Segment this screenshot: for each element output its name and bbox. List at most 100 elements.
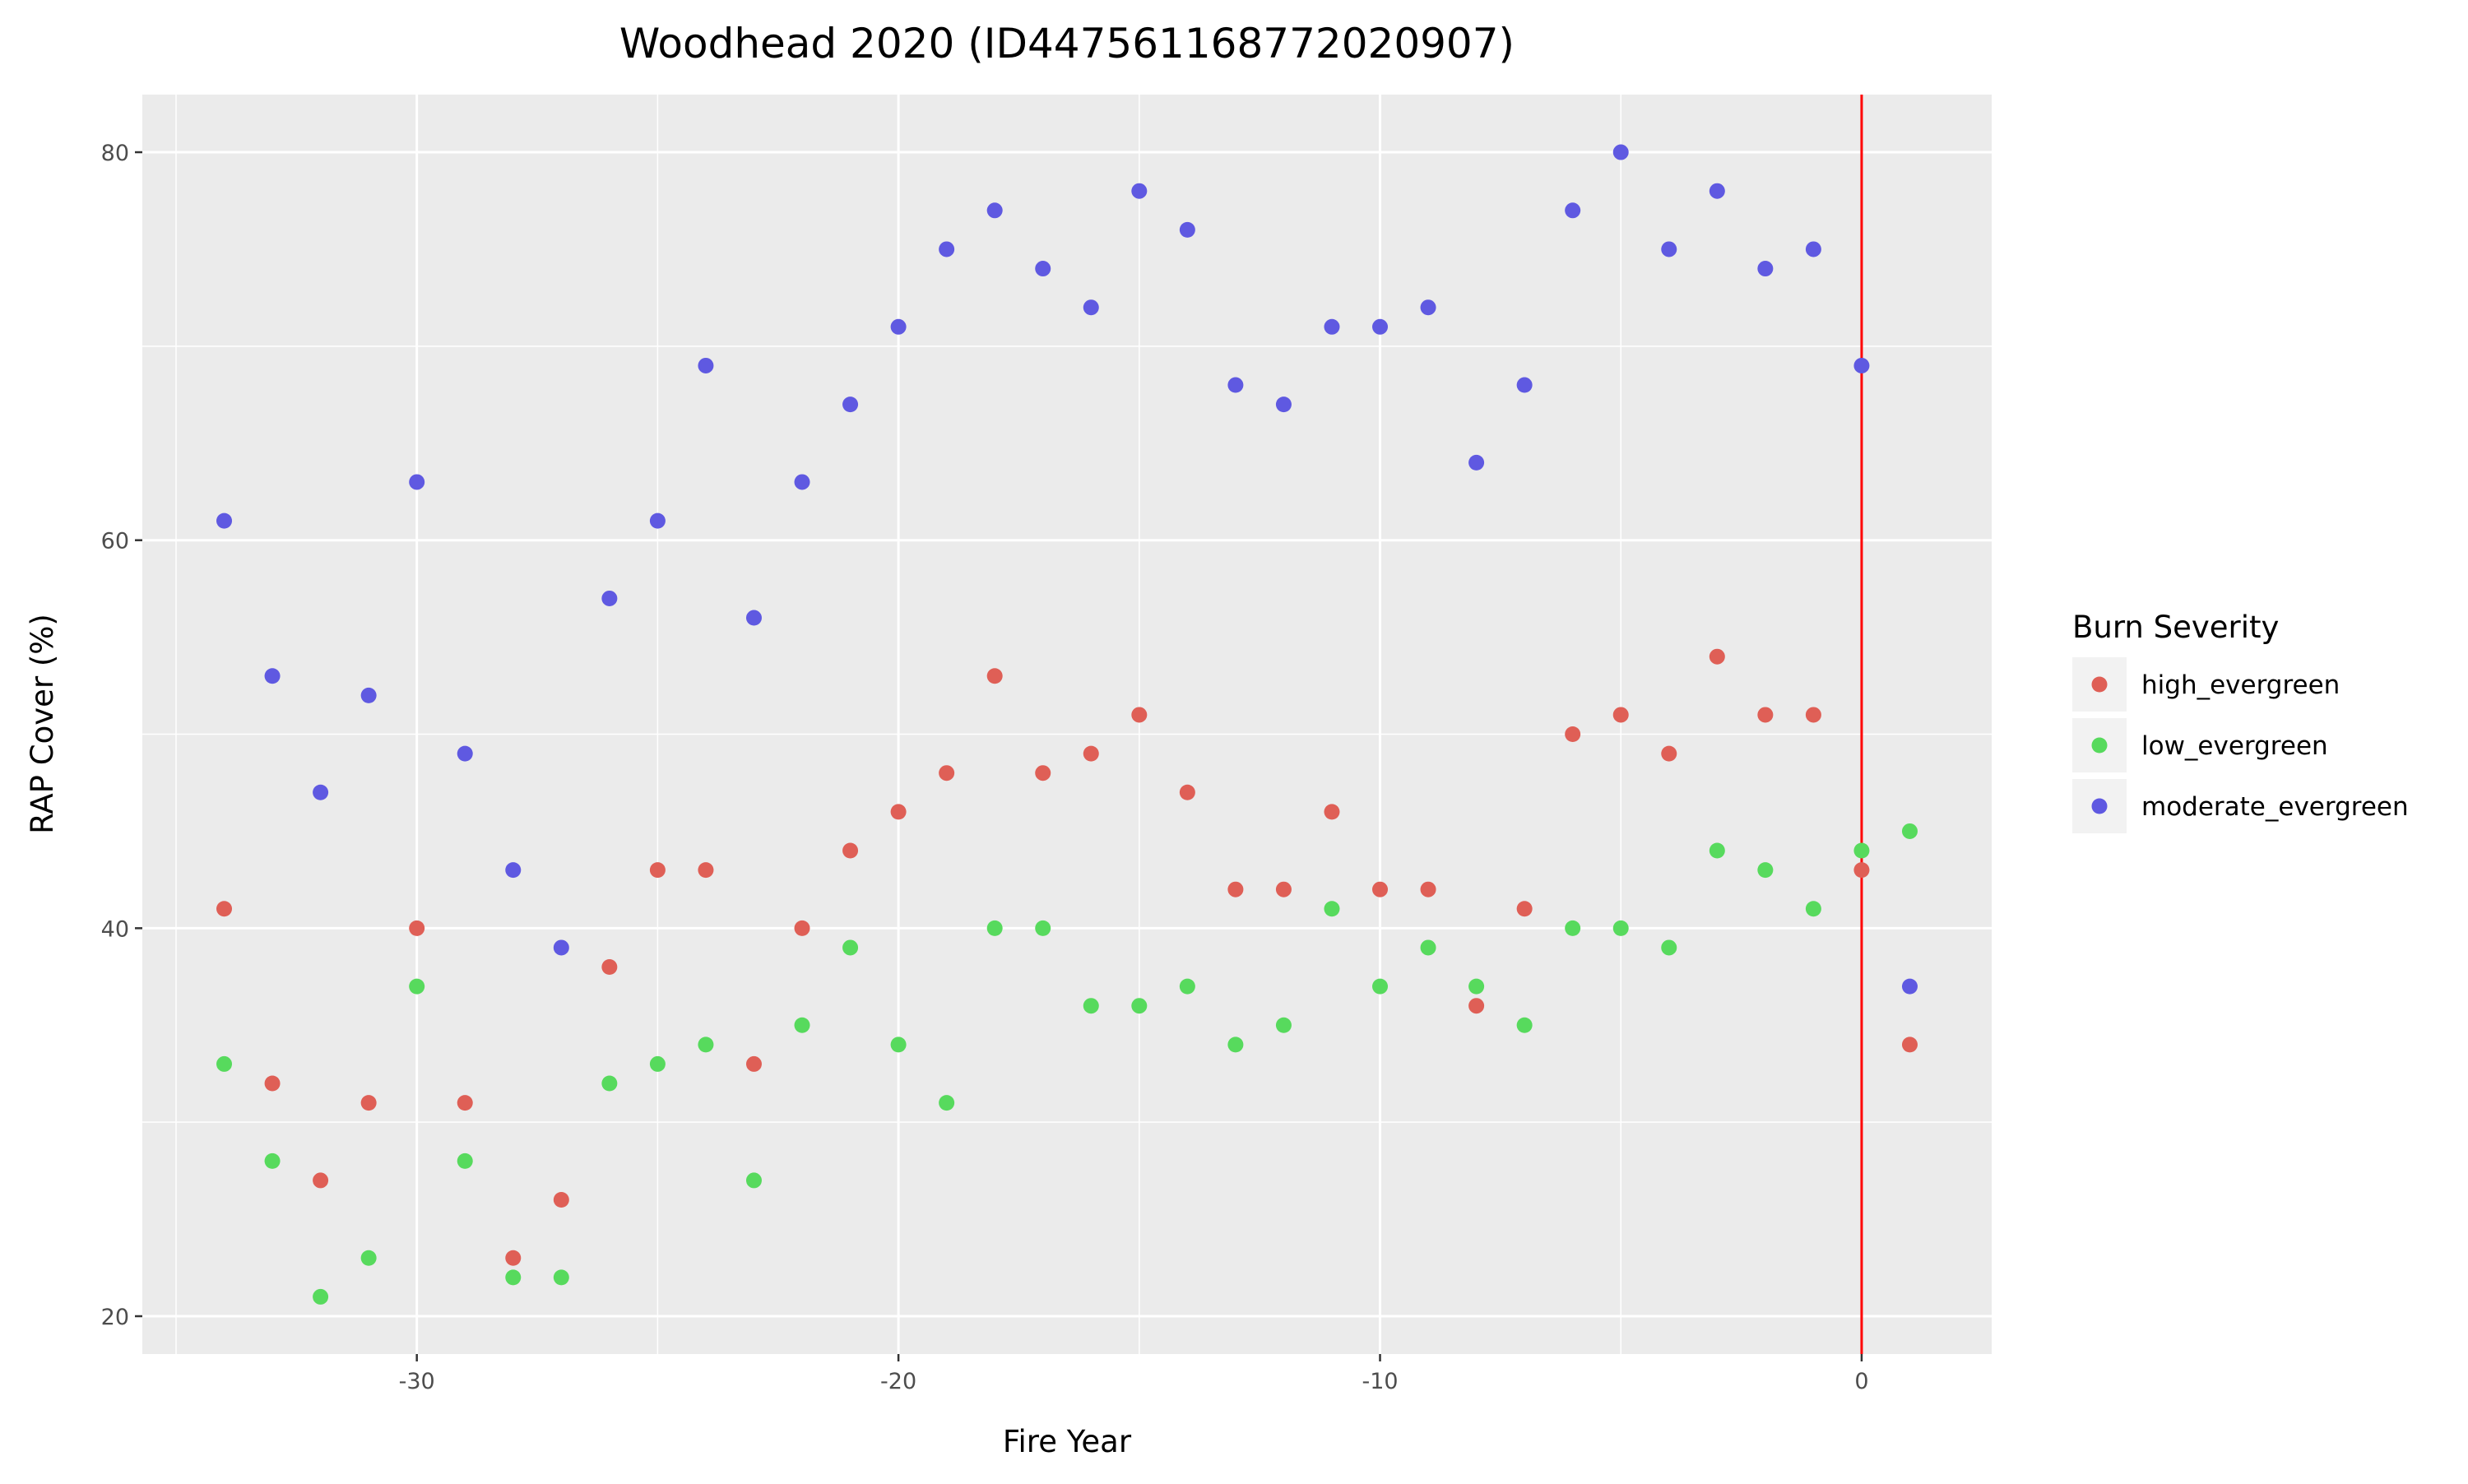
point-moderate_evergreen: [1083, 299, 1099, 316]
point-low_evergreen: [1372, 978, 1389, 995]
point-low_evergreen: [1901, 823, 1918, 839]
point-low_evergreen: [264, 1152, 281, 1169]
point-low_evergreen: [745, 1172, 762, 1189]
point-high_evergreen: [1275, 881, 1292, 897]
legend-label: moderate_evergreen: [2141, 792, 2409, 822]
y-tick-label: 80: [101, 141, 129, 166]
point-high_evergreen: [1661, 745, 1677, 762]
point-low_evergreen: [890, 1036, 907, 1053]
point-moderate_evergreen: [1372, 318, 1389, 335]
point-moderate_evergreen: [1901, 978, 1918, 995]
point-moderate_evergreen: [649, 512, 666, 529]
x-tick-label: -10: [1362, 1369, 1398, 1394]
point-low_evergreen: [1035, 920, 1051, 936]
point-high_evergreen: [842, 842, 859, 859]
point-low_evergreen: [1468, 978, 1485, 995]
point-high_evergreen: [553, 1192, 569, 1208]
point-low_evergreen: [1853, 842, 1870, 859]
legend-title: Burn Severity: [2072, 610, 2279, 645]
point-moderate_evergreen: [264, 668, 281, 684]
point-high_evergreen: [1853, 862, 1870, 879]
point-high_evergreen: [1035, 765, 1051, 781]
point-high_evergreen: [890, 804, 907, 820]
point-low_evergreen: [360, 1250, 377, 1266]
point-high_evergreen: [986, 668, 1003, 684]
point-low_evergreen: [1275, 1017, 1292, 1033]
y-tick-label: 20: [101, 1305, 129, 1330]
panel-background: [142, 95, 1992, 1354]
point-high_evergreen: [1901, 1036, 1918, 1053]
point-moderate_evergreen: [1565, 202, 1581, 219]
point-low_evergreen: [842, 939, 859, 956]
point-moderate_evergreen: [1275, 397, 1292, 413]
legend-marker-moderate_evergreen: [2091, 798, 2108, 814]
point-moderate_evergreen: [890, 318, 907, 335]
point-moderate_evergreen: [1757, 261, 1774, 277]
point-moderate_evergreen: [1420, 299, 1436, 316]
point-high_evergreen: [360, 1095, 377, 1111]
x-tick-label: 0: [1854, 1369, 1868, 1394]
point-low_evergreen: [1420, 939, 1436, 956]
point-high_evergreen: [1420, 881, 1436, 897]
point-high_evergreen: [1324, 804, 1340, 820]
point-high_evergreen: [1372, 881, 1389, 897]
point-moderate_evergreen: [1709, 183, 1725, 199]
point-moderate_evergreen: [939, 241, 955, 257]
point-low_evergreen: [457, 1152, 473, 1169]
point-high_evergreen: [745, 1055, 762, 1072]
point-moderate_evergreen: [1324, 318, 1340, 335]
point-moderate_evergreen: [986, 202, 1003, 219]
point-low_evergreen: [1131, 998, 1148, 1014]
point-low_evergreen: [649, 1055, 666, 1072]
point-low_evergreen: [1516, 1017, 1533, 1033]
point-low_evergreen: [1757, 862, 1774, 879]
point-moderate_evergreen: [409, 474, 425, 490]
point-moderate_evergreen: [1035, 261, 1051, 277]
point-high_evergreen: [698, 862, 714, 879]
legend-marker-high_evergreen: [2091, 676, 2108, 693]
point-moderate_evergreen: [794, 474, 810, 490]
point-moderate_evergreen: [1853, 357, 1870, 373]
point-high_evergreen: [1131, 707, 1148, 723]
point-low_evergreen: [794, 1017, 810, 1033]
point-moderate_evergreen: [1805, 241, 1821, 257]
y-tick-label: 40: [101, 916, 129, 942]
point-moderate_evergreen: [1179, 221, 1195, 238]
point-high_evergreen: [216, 901, 233, 917]
point-moderate_evergreen: [505, 862, 522, 879]
point-low_evergreen: [216, 1055, 233, 1072]
point-low_evergreen: [409, 978, 425, 995]
point-low_evergreen: [698, 1036, 714, 1053]
point-moderate_evergreen: [457, 745, 473, 762]
point-moderate_evergreen: [1612, 144, 1629, 160]
point-high_evergreen: [1516, 901, 1533, 917]
point-low_evergreen: [986, 920, 1003, 936]
point-moderate_evergreen: [698, 357, 714, 373]
point-high_evergreen: [601, 959, 618, 976]
legend: Burn Severity high_evergreen low_evergree…: [2072, 610, 2409, 833]
point-high_evergreen: [264, 1075, 281, 1092]
point-low_evergreen: [1565, 920, 1581, 936]
x-tick-label: -20: [880, 1369, 916, 1394]
point-low_evergreen: [1612, 920, 1629, 936]
point-low_evergreen: [601, 1075, 618, 1092]
point-high_evergreen: [505, 1250, 522, 1266]
point-high_evergreen: [1468, 998, 1485, 1014]
chart-title: Woodhead 2020 (ID447561168772020907): [619, 20, 1515, 67]
point-high_evergreen: [1612, 707, 1629, 723]
legend-label: high_evergreen: [2141, 670, 2340, 700]
point-high_evergreen: [409, 920, 425, 936]
data-points: [216, 144, 1918, 1305]
point-low_evergreen: [1661, 939, 1677, 956]
legend-marker-low_evergreen: [2091, 737, 2108, 754]
point-high_evergreen: [1083, 745, 1099, 762]
point-high_evergreen: [649, 862, 666, 879]
point-high_evergreen: [1709, 648, 1725, 665]
axis-ticks: -30 -20 -10 0 20 40 60 80: [101, 141, 1869, 1394]
point-moderate_evergreen: [553, 939, 569, 956]
point-high_evergreen: [1757, 707, 1774, 723]
point-moderate_evergreen: [1661, 241, 1677, 257]
point-low_evergreen: [553, 1269, 569, 1286]
point-moderate_evergreen: [1227, 377, 1244, 393]
